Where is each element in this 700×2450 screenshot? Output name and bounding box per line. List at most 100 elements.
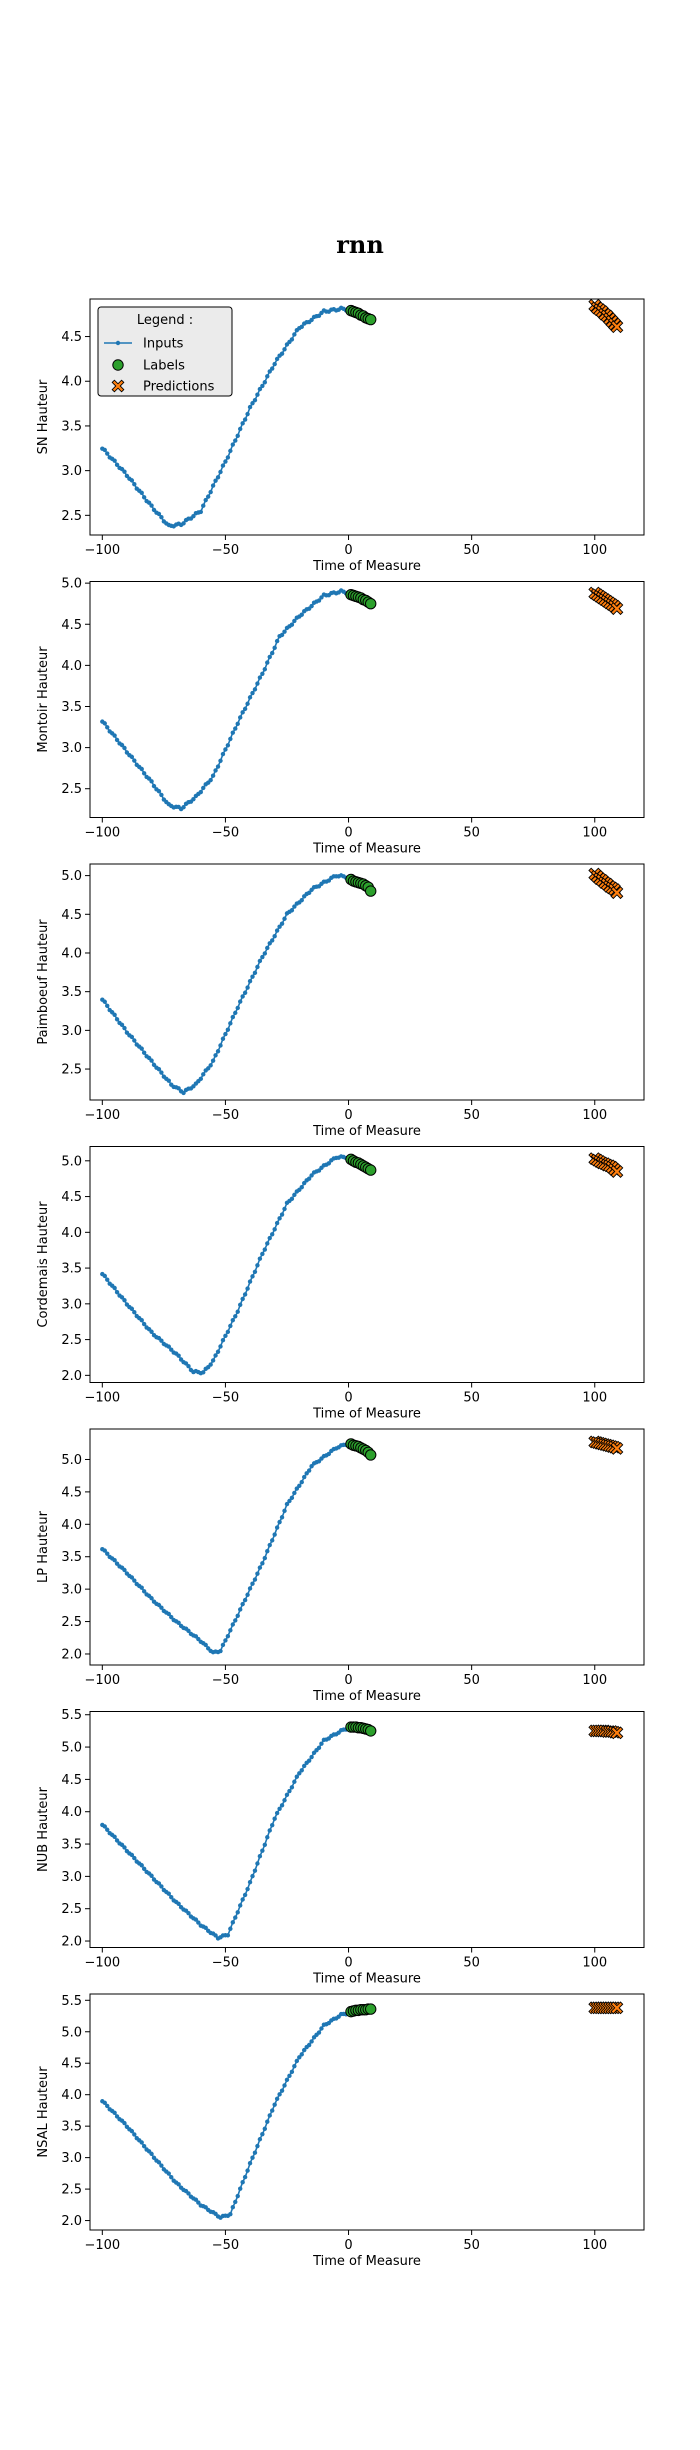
inputs-point [255,681,260,686]
inputs-point [132,758,137,763]
x-tick-label: −50 [212,1108,239,1123]
inputs-point [316,598,322,603]
inputs-point [186,2191,191,2196]
inputs-point [228,736,233,742]
x-axis-label: Time of Measure [312,1689,421,1704]
inputs-point [218,758,223,763]
inputs-point [316,2030,322,2035]
inputs-point [292,618,297,624]
inputs-point [238,2186,243,2191]
inputs-point [235,1309,240,1314]
inputs-series-markers [100,1441,351,1655]
inputs-point [247,1279,253,1284]
inputs-point [114,737,120,743]
inputs-point [255,964,260,970]
inputs-point [294,1774,300,1779]
inputs-point [284,1792,290,1797]
inputs-series-markers [100,1725,351,1941]
x-tick-label: −50 [212,543,239,558]
inputs-point [235,1005,240,1011]
inputs-point [112,1834,117,1840]
inputs-point [213,478,218,483]
subplot-3: −100 −50 0 50 100 2.5 3.0 3.5 4.0 4.5 5.0 Time of M… [36,863,645,1139]
inputs-point [272,361,277,367]
inputs-point [299,1768,304,1773]
inputs-point [252,970,258,976]
y-tick-label: 2.0 [61,1369,82,1384]
inputs-point [326,1161,332,1166]
inputs-point [218,1648,223,1654]
inputs-point [156,1067,162,1072]
x-tick-label: −100 [84,1108,120,1123]
inputs-point [210,1058,216,1063]
inputs-point [114,1017,120,1022]
inputs-point [240,710,245,715]
inputs-point [228,2212,233,2217]
inputs-point [122,1845,127,1850]
inputs-point [252,2150,258,2155]
inputs-point [262,951,268,956]
inputs-point [270,1538,275,1543]
inputs-point [272,934,277,939]
inputs-point [274,2096,280,2101]
inputs-point [270,1232,275,1237]
inputs-point [139,1863,144,1868]
inputs-point [159,2163,164,2168]
inputs-point [159,1884,164,1889]
inputs-point [176,1620,181,1626]
inputs-point [166,1078,171,1083]
y-tick-label: 4.5 [61,1773,82,1788]
x-axis-label: Time of Measure [312,559,421,574]
x-tick-label: −50 [212,2238,239,2253]
inputs-point [255,1861,260,1866]
inputs-point [292,332,297,337]
inputs-point [282,1798,287,1803]
legend-inputs-label: Inputs [143,337,184,352]
inputs-point [319,595,324,600]
y-tick-label: 3.5 [61,700,82,715]
inputs-point [196,2200,201,2205]
inputs-point [230,730,236,735]
inputs-point [105,1003,110,1009]
y-tick-label: 5.0 [61,869,82,884]
inputs-point [302,2047,307,2053]
inputs-point [267,2113,272,2118]
inputs-point [260,671,265,676]
inputs-point [242,1597,248,1603]
inputs-point [326,1451,332,1457]
y-tick-label: 2.0 [61,1647,82,1662]
inputs-point [252,1577,258,1582]
inputs-point [119,742,125,748]
x-tick-label: 50 [463,1391,480,1406]
inputs-point [247,404,253,410]
inputs-point [220,1036,226,1041]
inputs-point [274,1810,280,1816]
inputs-point [289,622,295,627]
y-tick-label: 2.5 [61,2183,82,2198]
inputs-point [220,751,226,757]
inputs-point [141,495,147,500]
inputs-point [252,687,258,692]
inputs-point [105,1551,110,1556]
y-tick-label: 2.0 [61,2214,82,2229]
prediction-point [610,886,624,900]
x-axis-label: Time of Measure [312,2254,421,2269]
inputs-point [176,2182,181,2187]
label-point [364,2003,377,2015]
inputs-point [292,2063,297,2069]
inputs-point [292,904,297,909]
inputs-point [156,788,162,794]
y-tick-label: 3.5 [61,1550,82,1565]
inputs-point [132,1038,137,1043]
inputs-point [129,754,135,760]
inputs-point [149,1058,154,1063]
inputs-point [213,1353,218,1358]
y-tick-label: 4.5 [61,330,82,345]
inputs-point [267,1542,272,1548]
inputs-point [141,1321,147,1327]
inputs-point [218,1344,223,1349]
prediction-point [610,320,624,334]
y-tick-label: 3.0 [61,1024,82,1039]
inputs-point [250,690,255,696]
inputs-point [149,779,154,784]
